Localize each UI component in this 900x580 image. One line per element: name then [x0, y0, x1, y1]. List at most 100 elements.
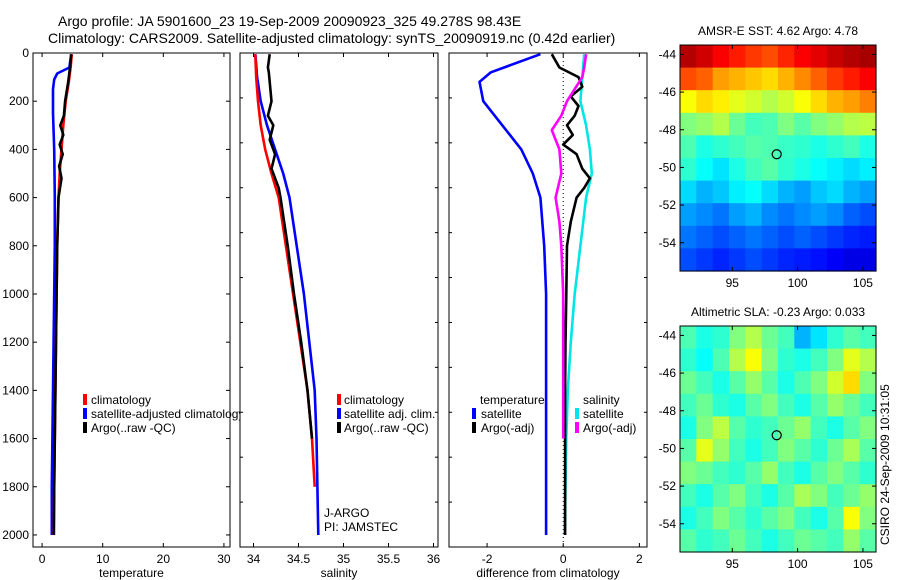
legend-label-satellite: satellite adj. clim. — [344, 407, 435, 421]
heatmap-cell — [712, 158, 730, 182]
legend-swatch-temp-satellite — [472, 408, 476, 419]
heatmap-cell — [745, 484, 763, 508]
heatmap-cell — [745, 439, 763, 463]
heatmap-cell — [680, 90, 697, 114]
heatmap-cell — [778, 348, 795, 372]
y-tick-label: -48 — [659, 404, 677, 418]
heatmap-cell — [712, 461, 730, 485]
legend-label-sal-satellite: satellite — [583, 407, 624, 421]
heatmap-cell — [827, 529, 844, 553]
legend-title-salinity: salinity — [583, 393, 620, 407]
heatmap-cell — [696, 416, 714, 440]
heatmap-cell — [680, 135, 697, 159]
heatmap-cell — [745, 90, 763, 114]
legend-swatch-climatology — [337, 394, 341, 405]
heatmap-cell — [778, 67, 795, 91]
pi-label: PI: JAMSTEC — [324, 520, 398, 534]
legend-label-argo: Argo(..raw -QC) — [91, 421, 176, 435]
y-tick-label: 1800 — [2, 480, 29, 494]
heatmap-cell — [761, 393, 779, 417]
heatmap-cell — [696, 45, 714, 69]
x-tick-label: 34 — [247, 552, 261, 566]
heatmap-cell — [712, 326, 730, 350]
heatmap-cell — [745, 203, 763, 227]
heatmap-cell — [859, 248, 877, 272]
heatmap-cell — [696, 90, 714, 114]
heatmap-cell — [794, 416, 812, 440]
heatmap-cell — [827, 203, 844, 227]
heatmap-cell — [859, 45, 877, 69]
heatmap-cell — [859, 506, 877, 530]
legend-label-climatology: climatology — [91, 393, 151, 407]
heatmap-cell — [778, 326, 795, 350]
heatmap-cell — [761, 484, 779, 508]
heatmap-cell — [794, 371, 812, 395]
legend-swatch-satellite — [83, 408, 87, 419]
y-tick-label: -50 — [659, 441, 677, 455]
heatmap-cell — [859, 416, 877, 440]
axes-frame — [679, 325, 877, 553]
series-line — [50, 54, 73, 535]
heatmap-cell — [843, 90, 861, 114]
salinity-panel: 34 34.5 35 35.5 36 salinity — [239, 52, 440, 580]
heatmap-cell — [729, 416, 746, 440]
heatmap-cell — [729, 371, 746, 395]
legend-label-temp-satellite: satellite — [481, 407, 522, 421]
difference-panel: -2 0 2 difference from climatology — [448, 52, 648, 580]
heatmap-cell — [745, 506, 763, 530]
heatmap-cell — [843, 67, 861, 91]
heatmap-cell — [794, 67, 812, 91]
temperature-legend: climatology satellite-adjusted climatolo… — [83, 393, 240, 435]
heatmap-cell — [843, 45, 861, 69]
legend-label-climatology: climatology — [344, 393, 404, 407]
heatmap-cell — [859, 203, 877, 227]
heatmap-cell — [778, 529, 795, 553]
x-tick-label: 30 — [217, 552, 231, 566]
heatmap-cell — [843, 326, 861, 350]
heatmap-cell — [827, 180, 844, 204]
series-line — [478, 52, 548, 535]
float-location-marker — [771, 149, 782, 160]
heatmap-cell — [696, 461, 714, 485]
heatmap-cell — [729, 45, 746, 69]
heatmap-cell — [810, 506, 828, 530]
heatmap-cell — [794, 203, 812, 227]
legend-swatch-argo — [83, 422, 87, 433]
y-tick-label: -52 — [659, 479, 677, 493]
axes-frame — [448, 52, 648, 548]
heatmap-cell — [696, 203, 714, 227]
heatmap-cell — [859, 225, 877, 249]
heatmap-cell — [827, 484, 844, 508]
heatmap-cell — [843, 484, 861, 508]
heatmap-cell — [745, 371, 763, 395]
heatmap-cell — [827, 112, 844, 136]
heatmap-cell — [745, 326, 763, 350]
heatmap-cell — [696, 529, 714, 553]
heatmap-cell — [712, 529, 730, 553]
heatmap-cell — [729, 348, 746, 372]
heatmap-cell — [859, 484, 877, 508]
y-tick-label: -46 — [659, 366, 677, 380]
heatmap-cell — [843, 506, 861, 530]
legend-swatch-satellite — [337, 408, 341, 419]
heatmap-cell — [843, 439, 861, 463]
heatmap-cell — [680, 416, 697, 440]
heatmap-cell — [761, 371, 779, 395]
heatmap-cell — [696, 393, 714, 417]
heatmap-cell — [729, 248, 746, 272]
heatmap-cell — [729, 112, 746, 136]
series-line — [550, 53, 592, 535]
heatmap-cell — [680, 203, 697, 227]
legend-swatch-climatology — [83, 394, 87, 405]
heatmap-cell — [859, 529, 877, 553]
heatmap-cell — [794, 461, 812, 485]
y-tick-label: 1000 — [2, 287, 29, 301]
y-tick-label: -52 — [659, 198, 677, 212]
heatmap-cell — [778, 506, 795, 530]
heatmap-cell — [794, 90, 812, 114]
y-tick-label: -54 — [659, 517, 677, 531]
x-tick-label: 100 — [788, 557, 808, 571]
heatmap-cell — [810, 248, 828, 272]
heatmap-cell — [696, 135, 714, 159]
heatmap-cell — [729, 393, 746, 417]
